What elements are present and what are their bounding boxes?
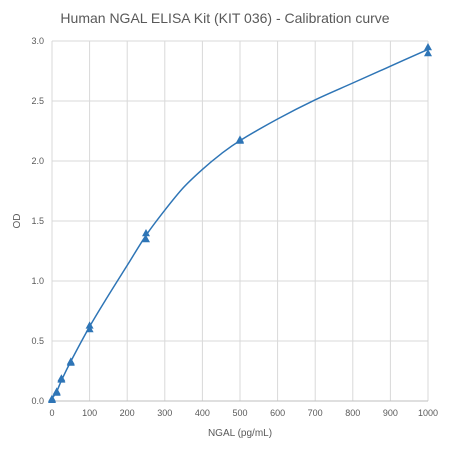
x-tick-label: 100	[82, 408, 97, 418]
y-tick-label: 2.0	[31, 156, 44, 166]
data-point	[85, 321, 94, 329]
grid-lines	[51, 40, 429, 402]
y-tick-label: 0.5	[31, 336, 44, 346]
x-tick-label: 400	[195, 408, 210, 418]
y-tick-label: 1.5	[31, 216, 44, 226]
x-tick-label: 200	[120, 408, 135, 418]
y-tick-label: 0.0	[31, 396, 44, 406]
x-tick-labels: 0 100 200 300 400 500 600 700 800 900 1000	[49, 408, 438, 418]
data-point	[48, 394, 56, 402]
y-tick-labels: 0.0 0.5 1.0 1.5 2.0 2.5 3.0	[31, 36, 44, 406]
data-point	[424, 49, 432, 57]
data-point	[236, 135, 244, 143]
x-tick-label: 900	[383, 408, 398, 418]
y-tick-label: 2.5	[31, 96, 44, 106]
x-tick-label: 600	[270, 408, 285, 418]
data-point	[66, 357, 75, 365]
x-tick-label: 0	[49, 408, 54, 418]
y-tick-label: 1.0	[31, 276, 44, 286]
x-axis-label: NGAL (pg/mL)	[208, 428, 272, 439]
data-points	[48, 43, 432, 403]
x-tick-label: 800	[345, 408, 360, 418]
x-tick-label: 500	[232, 408, 247, 418]
data-point	[52, 387, 61, 395]
x-tick-label: 700	[308, 408, 323, 418]
data-point	[424, 43, 432, 51]
data-point	[142, 235, 150, 243]
y-tick-label: 3.0	[31, 36, 44, 46]
x-tick-label: 1000	[418, 408, 438, 418]
chart-title: Human NGAL ELISA Kit (KIT 036) - Calibra…	[60, 10, 390, 26]
data-point	[57, 374, 66, 382]
data-point	[142, 229, 150, 237]
y-axis-label: OD	[12, 214, 23, 229]
x-tick-label: 300	[157, 408, 172, 418]
